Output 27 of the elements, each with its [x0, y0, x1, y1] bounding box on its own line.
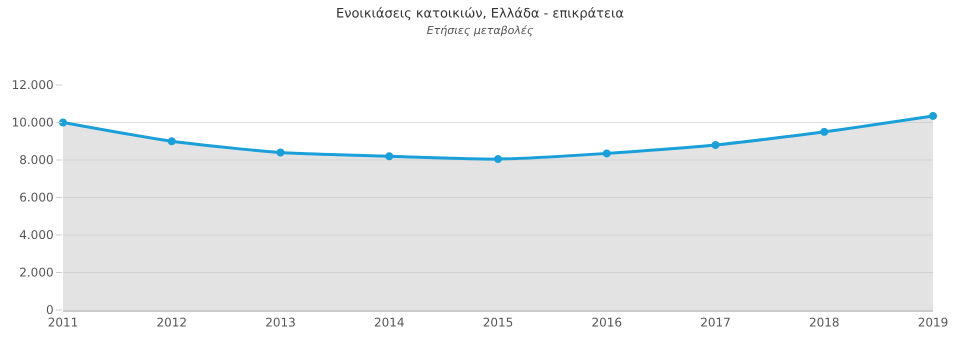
y-tick-label: 10.000	[12, 116, 54, 130]
x-tick-label: 2018	[808, 315, 840, 330]
point	[59, 118, 67, 126]
x-tick-label: 2019	[918, 315, 948, 330]
y-tick-label: 2.000	[19, 266, 54, 280]
point	[602, 149, 611, 158]
x-tick-label: 2011	[48, 315, 78, 330]
point	[494, 155, 502, 164]
x-tick-label: 2017	[700, 315, 731, 330]
point	[820, 128, 828, 136]
point	[712, 141, 720, 149]
y-tick-label: 6.000	[19, 190, 54, 205]
chart-subtitle: Ετήσιες μεταβολές	[426, 24, 534, 38]
point	[929, 112, 937, 120]
point	[385, 152, 394, 160]
point	[276, 148, 284, 156]
y-tick-label: 0	[46, 303, 54, 318]
x-tick-label: 2015	[482, 315, 514, 330]
y-tick-label: 4.000	[19, 228, 54, 242]
y-tick-label: 8.000	[19, 153, 54, 168]
point	[168, 137, 176, 146]
y-tick-label: 12.000	[12, 78, 54, 92]
x-tick-label: 2016	[591, 315, 622, 330]
x-tick-label: 2014	[374, 315, 405, 330]
chart-title: Ενοικιάσεις κατοικιών, Ελλάδα - επικράτεια	[336, 6, 624, 22]
x-tick-label: 2013	[265, 315, 296, 330]
x-tick-label: 2012	[156, 315, 188, 330]
